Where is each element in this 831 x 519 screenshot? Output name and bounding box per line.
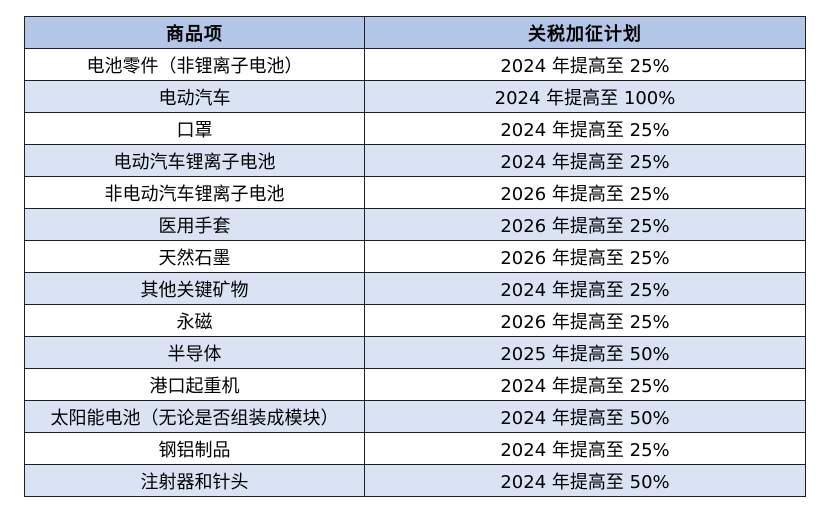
cell-plan: 2024 年提高至 25% [364, 112, 806, 145]
header-item: 商品项 [24, 16, 365, 49]
cell-item: 永磁 [24, 304, 365, 337]
cell-item: 其他关键矿物 [24, 272, 365, 305]
table-header: 商品项 关税加征计划 [24, 16, 806, 49]
header-tariff-plan: 关税加征计划 [364, 16, 806, 49]
header-row: 商品项 关税加征计划 [24, 16, 806, 49]
cell-plan: 2024 年提高至 25% [364, 368, 806, 401]
cell-item: 医用手套 [24, 208, 365, 241]
table-row: 钢铝制品 2024 年提高至 25% [24, 432, 806, 465]
cell-item: 港口起重机 [24, 368, 365, 401]
tariff-table: 商品项 关税加征计划 电池零件（非锂离子电池） 2024 年提高至 25% 电动… [24, 16, 806, 497]
cell-item: 电动汽车 [24, 80, 365, 113]
cell-plan: 2024 年提高至 25% [364, 144, 806, 177]
cell-plan: 2024 年提高至 25% [364, 432, 806, 465]
cell-plan: 2025 年提高至 50% [364, 336, 806, 369]
table-row: 永磁 2026 年提高至 25% [24, 304, 806, 337]
table-body: 电池零件（非锂离子电池） 2024 年提高至 25% 电动汽车 2024 年提高… [24, 48, 806, 497]
cell-plan: 2026 年提高至 25% [364, 176, 806, 209]
table-row: 太阳能电池（无论是否组装成模块） 2024 年提高至 50% [24, 400, 806, 433]
table-row: 其他关键矿物 2024 年提高至 25% [24, 272, 806, 305]
cell-item: 电动汽车锂离子电池 [24, 144, 365, 177]
cell-plan: 2024 年提高至 25% [364, 48, 806, 81]
table-row: 口罩 2024 年提高至 25% [24, 112, 806, 145]
cell-item: 半导体 [24, 336, 365, 369]
table-row: 医用手套 2026 年提高至 25% [24, 208, 806, 241]
table-row: 电池零件（非锂离子电池） 2024 年提高至 25% [24, 48, 806, 81]
cell-plan: 2024 年提高至 100% [364, 80, 806, 113]
cell-item: 天然石墨 [24, 240, 365, 273]
cell-plan: 2026 年提高至 25% [364, 240, 806, 273]
cell-item: 钢铝制品 [24, 432, 365, 465]
cell-plan: 2026 年提高至 25% [364, 304, 806, 337]
cell-plan: 2024 年提高至 25% [364, 272, 806, 305]
cell-item: 电池零件（非锂离子电池） [24, 48, 365, 81]
cell-item: 太阳能电池（无论是否组装成模块） [24, 400, 365, 433]
table-row: 天然石墨 2026 年提高至 25% [24, 240, 806, 273]
table-row: 半导体 2025 年提高至 50% [24, 336, 806, 369]
table-row: 电动汽车锂离子电池 2024 年提高至 25% [24, 144, 806, 177]
cell-item: 注射器和针头 [24, 464, 365, 497]
cell-plan: 2024 年提高至 50% [364, 464, 806, 497]
cell-plan: 2024 年提高至 50% [364, 400, 806, 433]
table-row: 港口起重机 2024 年提高至 25% [24, 368, 806, 401]
table-row: 注射器和针头 2024 年提高至 50% [24, 464, 806, 497]
table-row: 电动汽车 2024 年提高至 100% [24, 80, 806, 113]
cell-item: 口罩 [24, 112, 365, 145]
cell-plan: 2026 年提高至 25% [364, 208, 806, 241]
cell-item: 非电动汽车锂离子电池 [24, 176, 365, 209]
table-row: 非电动汽车锂离子电池 2026 年提高至 25% [24, 176, 806, 209]
